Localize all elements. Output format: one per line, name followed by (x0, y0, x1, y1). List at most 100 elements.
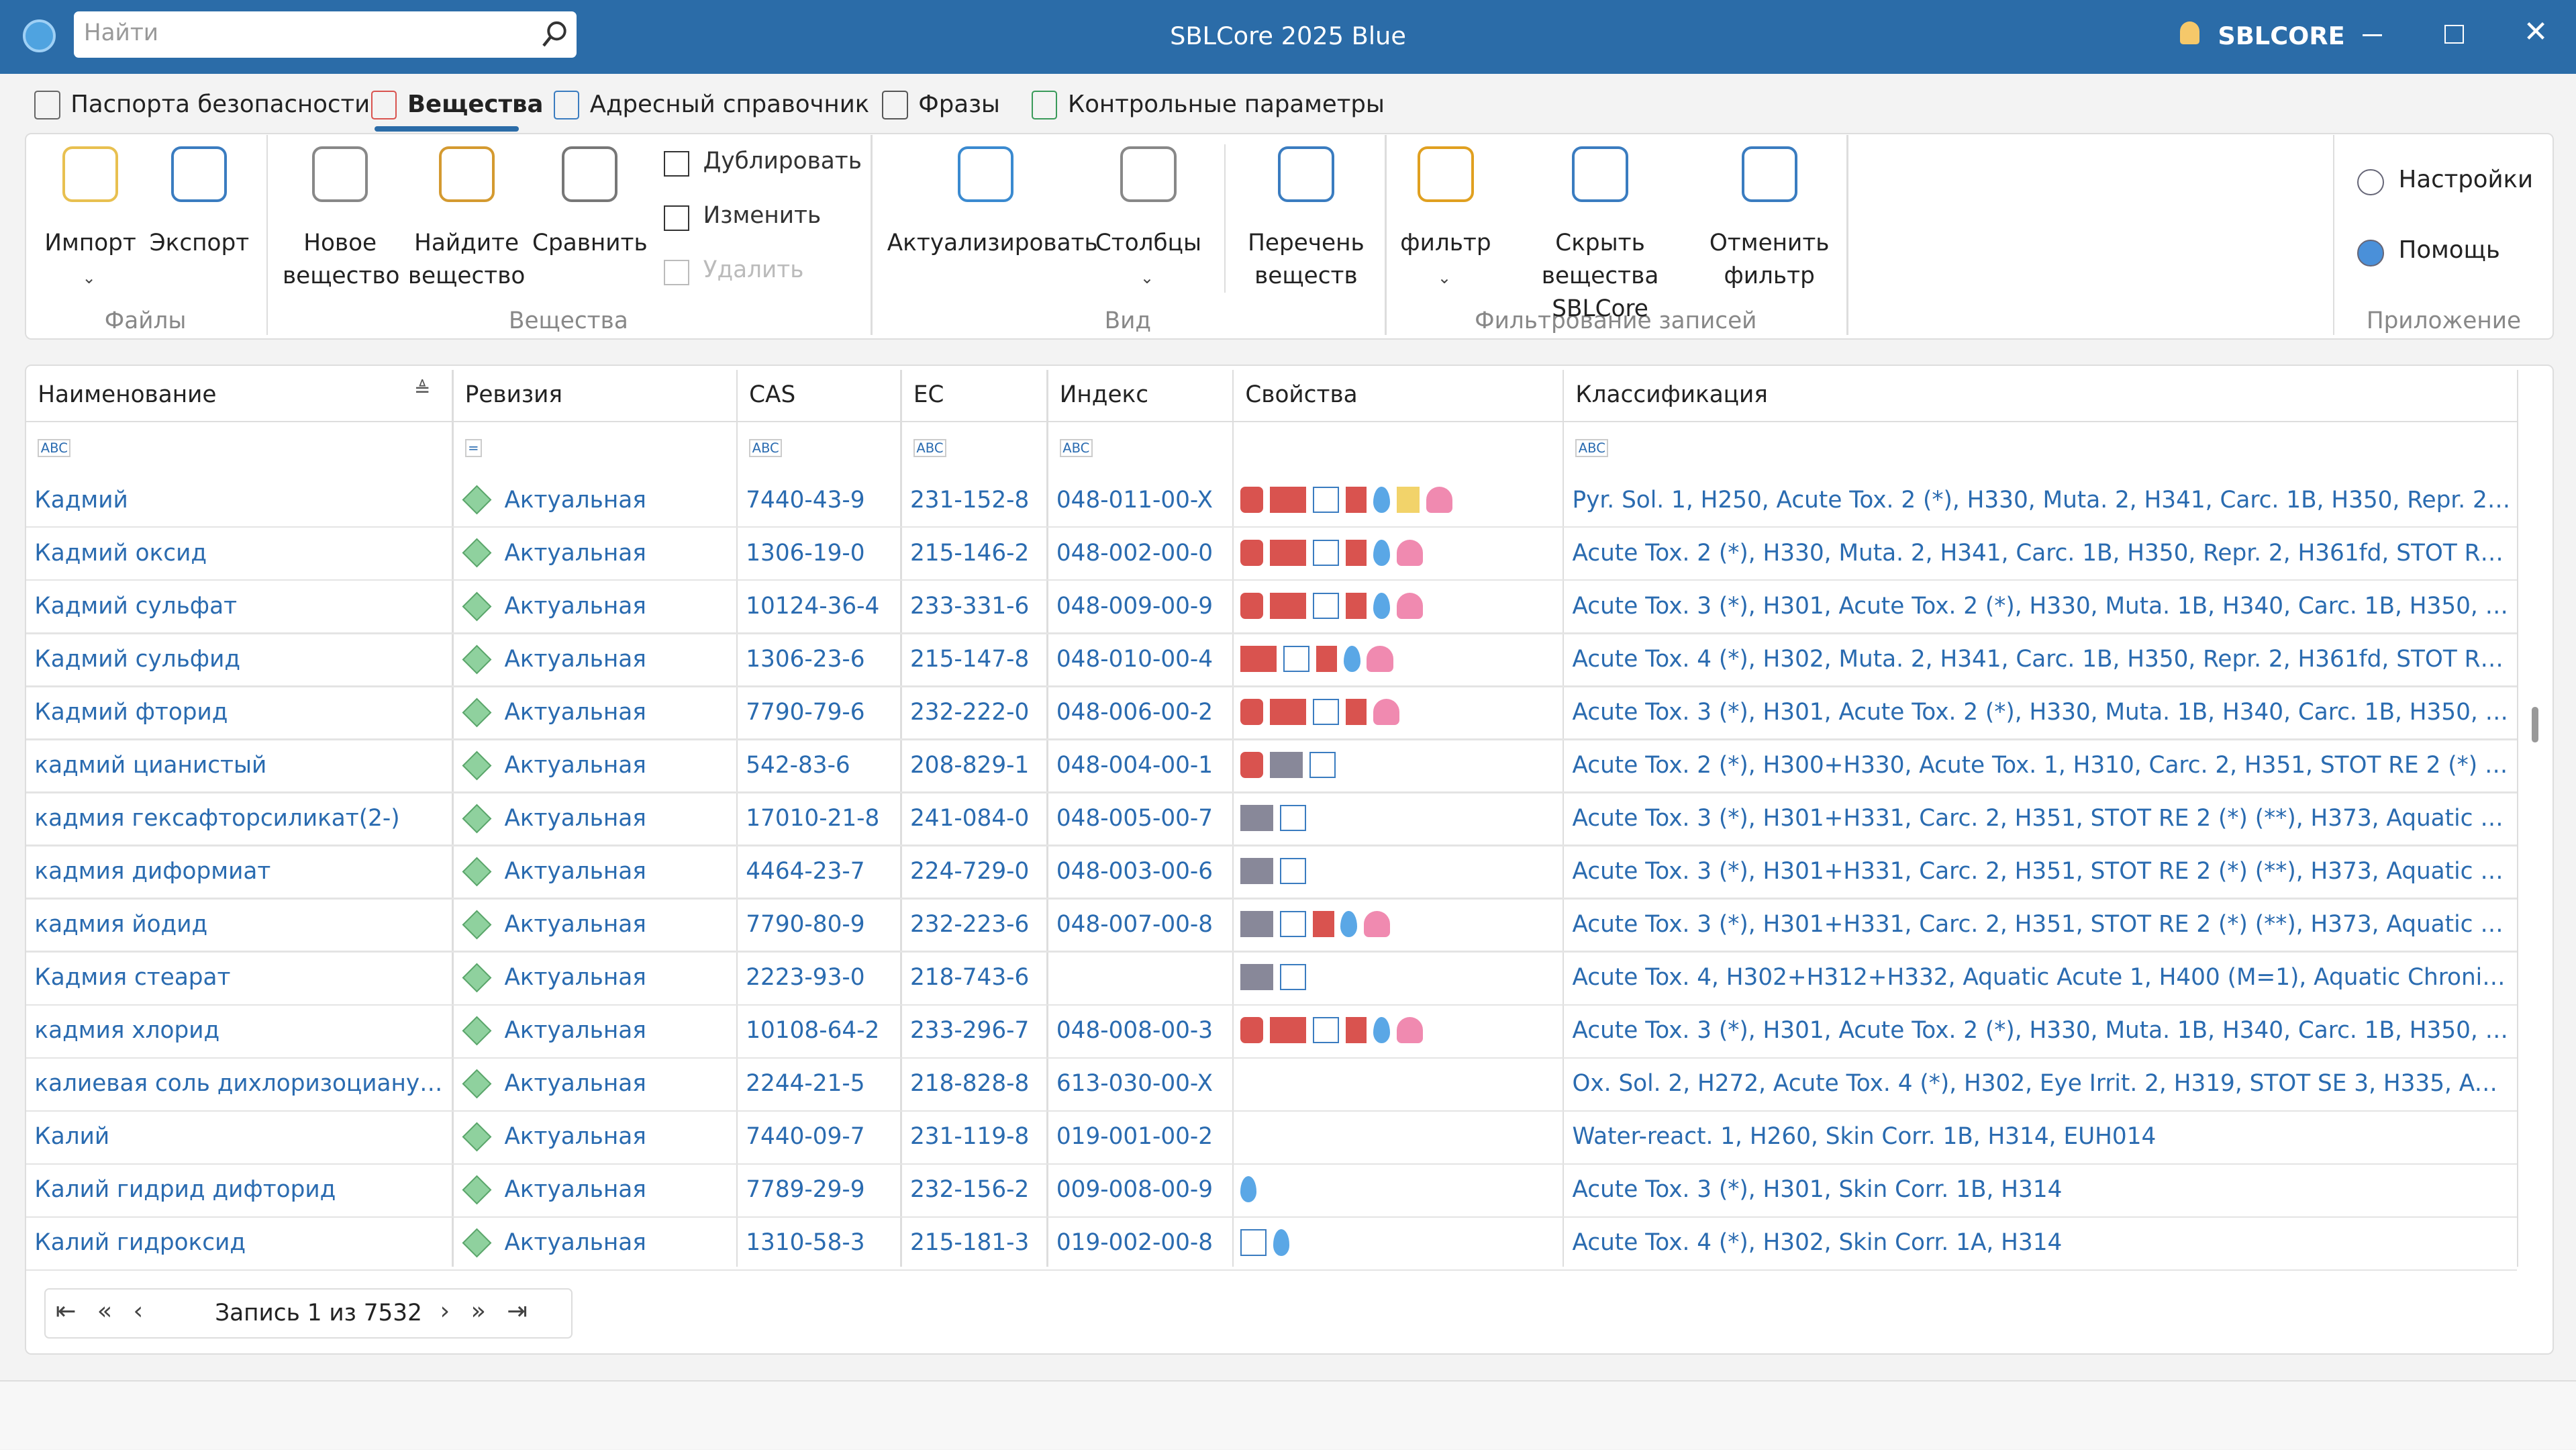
cell-index: 048-011-00-X (1056, 486, 1213, 514)
column-header[interactable]: Ревизия (464, 381, 562, 408)
cell-cas: 10124-36-4 (746, 592, 880, 620)
property-icon (1240, 751, 1264, 778)
ribbon-button[interactable]: Столбцы (1095, 229, 1202, 256)
property-icon (1240, 1229, 1267, 1256)
ribbon-button[interactable]: фильтр (1400, 229, 1491, 256)
cell-index: 048-008-00-3 (1056, 1017, 1213, 1045)
ribbon-button-icon (438, 146, 495, 203)
cell-classification: Acute Tox. 3 (*), H301+H331, Carc. 2, H3… (1572, 857, 2511, 885)
tab[interactable]: Контрольные параметры (1068, 90, 1385, 118)
column-header[interactable]: Наименование (38, 381, 217, 408)
user-name[interactable]: SBLCORE (2218, 21, 2345, 50)
search-placeholder: Найти (83, 19, 159, 47)
ribbon-small-button[interactable]: Настройки (2398, 166, 2534, 194)
ribbon-button[interactable]: Импорт (44, 229, 136, 256)
column-divider (1562, 369, 1565, 1267)
ribbon-small-button[interactable]: Помощь (2398, 236, 2500, 264)
cell-name[interactable]: Кадмий сульфид (34, 645, 241, 673)
tab[interactable]: Адресный справочник (589, 90, 870, 118)
property-icon (1273, 1229, 1290, 1256)
property-icon (1312, 592, 1339, 619)
pager-next-last[interactable]: › » ⇥ (440, 1296, 534, 1325)
ribbon-button[interactable]: Отменить фильтр (1709, 229, 1830, 289)
cell-classification: Acute Tox. 3 (*), H301, Acute Tox. 2 (*)… (1572, 1017, 2511, 1045)
tab[interactable]: Фразы (918, 90, 1000, 118)
column-header[interactable]: Свойства (1245, 381, 1358, 408)
property-icon (1240, 645, 1277, 672)
property-icon (1312, 698, 1339, 725)
cell-name[interactable]: Кадмия стеарат (34, 964, 231, 992)
row-line (26, 632, 2517, 634)
ribbon-button[interactable]: Актуализировать (887, 229, 1098, 256)
cell-name[interactable]: Калий гидроксид (34, 1229, 246, 1257)
cell-name[interactable]: Калий гидрид дифторид (34, 1176, 336, 1204)
property-icon (1396, 486, 1420, 513)
column-header[interactable]: Индекс (1059, 381, 1149, 408)
cell-name[interactable]: кадмия хлорид (34, 1017, 220, 1045)
filter-icon: ABC (1575, 438, 1609, 457)
ribbon-button[interactable]: Скрыть вещества SBLCore (1541, 229, 1659, 322)
cell-revision: Актуальная (504, 1229, 646, 1257)
cell-ec: 218-828-8 (910, 1070, 1030, 1098)
cell-name[interactable]: калиевая соль дихлоризоциануров... (34, 1070, 446, 1098)
property-icon (1270, 698, 1306, 725)
cell-name[interactable]: Кадмий (34, 486, 128, 514)
cell-index: 019-001-00-2 (1056, 1123, 1213, 1151)
ribbon-button[interactable]: Перечень веществ (1248, 229, 1365, 289)
filter-icon: = (464, 438, 482, 457)
ribbon-small-button[interactable]: Дублировать (703, 148, 862, 175)
ribbon-button[interactable]: Экспорт (149, 229, 250, 256)
ribbon-button[interactable]: Сравнить (532, 229, 648, 256)
cell-name[interactable]: кадмия йодид (34, 911, 208, 938)
ribbon-separator (1846, 134, 1848, 336)
cell-name[interactable]: кадмий цианистый (34, 751, 267, 779)
property-icon (1367, 645, 1393, 672)
cell-revision: Актуальная (504, 592, 646, 620)
ribbon-group-label: Вид (1104, 307, 1152, 334)
filter-icon: ABC (1059, 438, 1093, 457)
ribbon-small-button[interactable]: Удалить (703, 256, 804, 283)
close-button[interactable]: ✕ (2523, 15, 2548, 50)
maximize-button[interactable] (2444, 24, 2464, 44)
ribbon-button[interactable]: Новое вещество (283, 229, 400, 289)
tab[interactable]: Вещества (407, 90, 544, 118)
cell-index: 048-005-00-7 (1056, 804, 1213, 832)
property-icon (1270, 486, 1306, 513)
property-icon (1312, 539, 1339, 566)
cell-classification: Acute Tox. 3 (*), H301, Acute Tox. 2 (*)… (1572, 592, 2511, 620)
property-icon (1240, 911, 1273, 938)
ribbon-button-icon (1278, 146, 1334, 203)
pager-status: Запись 1 из 7532 (215, 1299, 422, 1326)
row-line (26, 951, 2517, 953)
cell-name[interactable]: Кадмий сульфат (34, 592, 238, 620)
column-header[interactable]: CAS (749, 381, 796, 408)
cell-name[interactable]: кадмия диформиат (34, 857, 271, 885)
search-box[interactable]: Найти (74, 11, 577, 58)
cell-classification: Ox. Sol. 2, H272, Acute Tox. 4 (*), H302… (1572, 1070, 2511, 1098)
sort-icon: ≜ (413, 377, 431, 401)
property-icon (1312, 486, 1339, 513)
property-icon (1270, 1017, 1306, 1044)
column-header[interactable]: Классификация (1575, 381, 1768, 408)
pager-first-prev[interactable]: ⇤ « ‹ (55, 1296, 150, 1325)
filter-icon: ABC (913, 438, 946, 457)
column-header[interactable]: ЕС (913, 381, 944, 408)
ribbon-small-icon (663, 151, 690, 177)
cell-ec: 232-223-6 (910, 911, 1030, 938)
window-title: SBLCore 2025 Blue (1170, 21, 1406, 50)
minimize-button[interactable] (2362, 34, 2383, 36)
ribbon-button[interactable]: Найдите вещество (407, 229, 526, 289)
cell-name[interactable]: Кадмий оксид (34, 539, 207, 567)
cell-name[interactable]: кадмия гексафторсиликат(2-) (34, 804, 400, 832)
cell-index: 048-009-00-9 (1056, 592, 1213, 620)
cell-revision: Актуальная (504, 486, 646, 514)
row-line (26, 844, 2517, 847)
column-divider (1046, 369, 1048, 1267)
ribbon-small-button[interactable]: Изменить (703, 202, 822, 230)
cell-name[interactable]: Калий (34, 1123, 110, 1151)
tab[interactable]: Паспорта безопасности (70, 90, 370, 118)
property-icon (1345, 539, 1367, 566)
column-divider (1232, 369, 1234, 1267)
cell-ec: 233-331-6 (910, 592, 1030, 620)
cell-name[interactable]: Кадмий фторид (34, 698, 228, 726)
